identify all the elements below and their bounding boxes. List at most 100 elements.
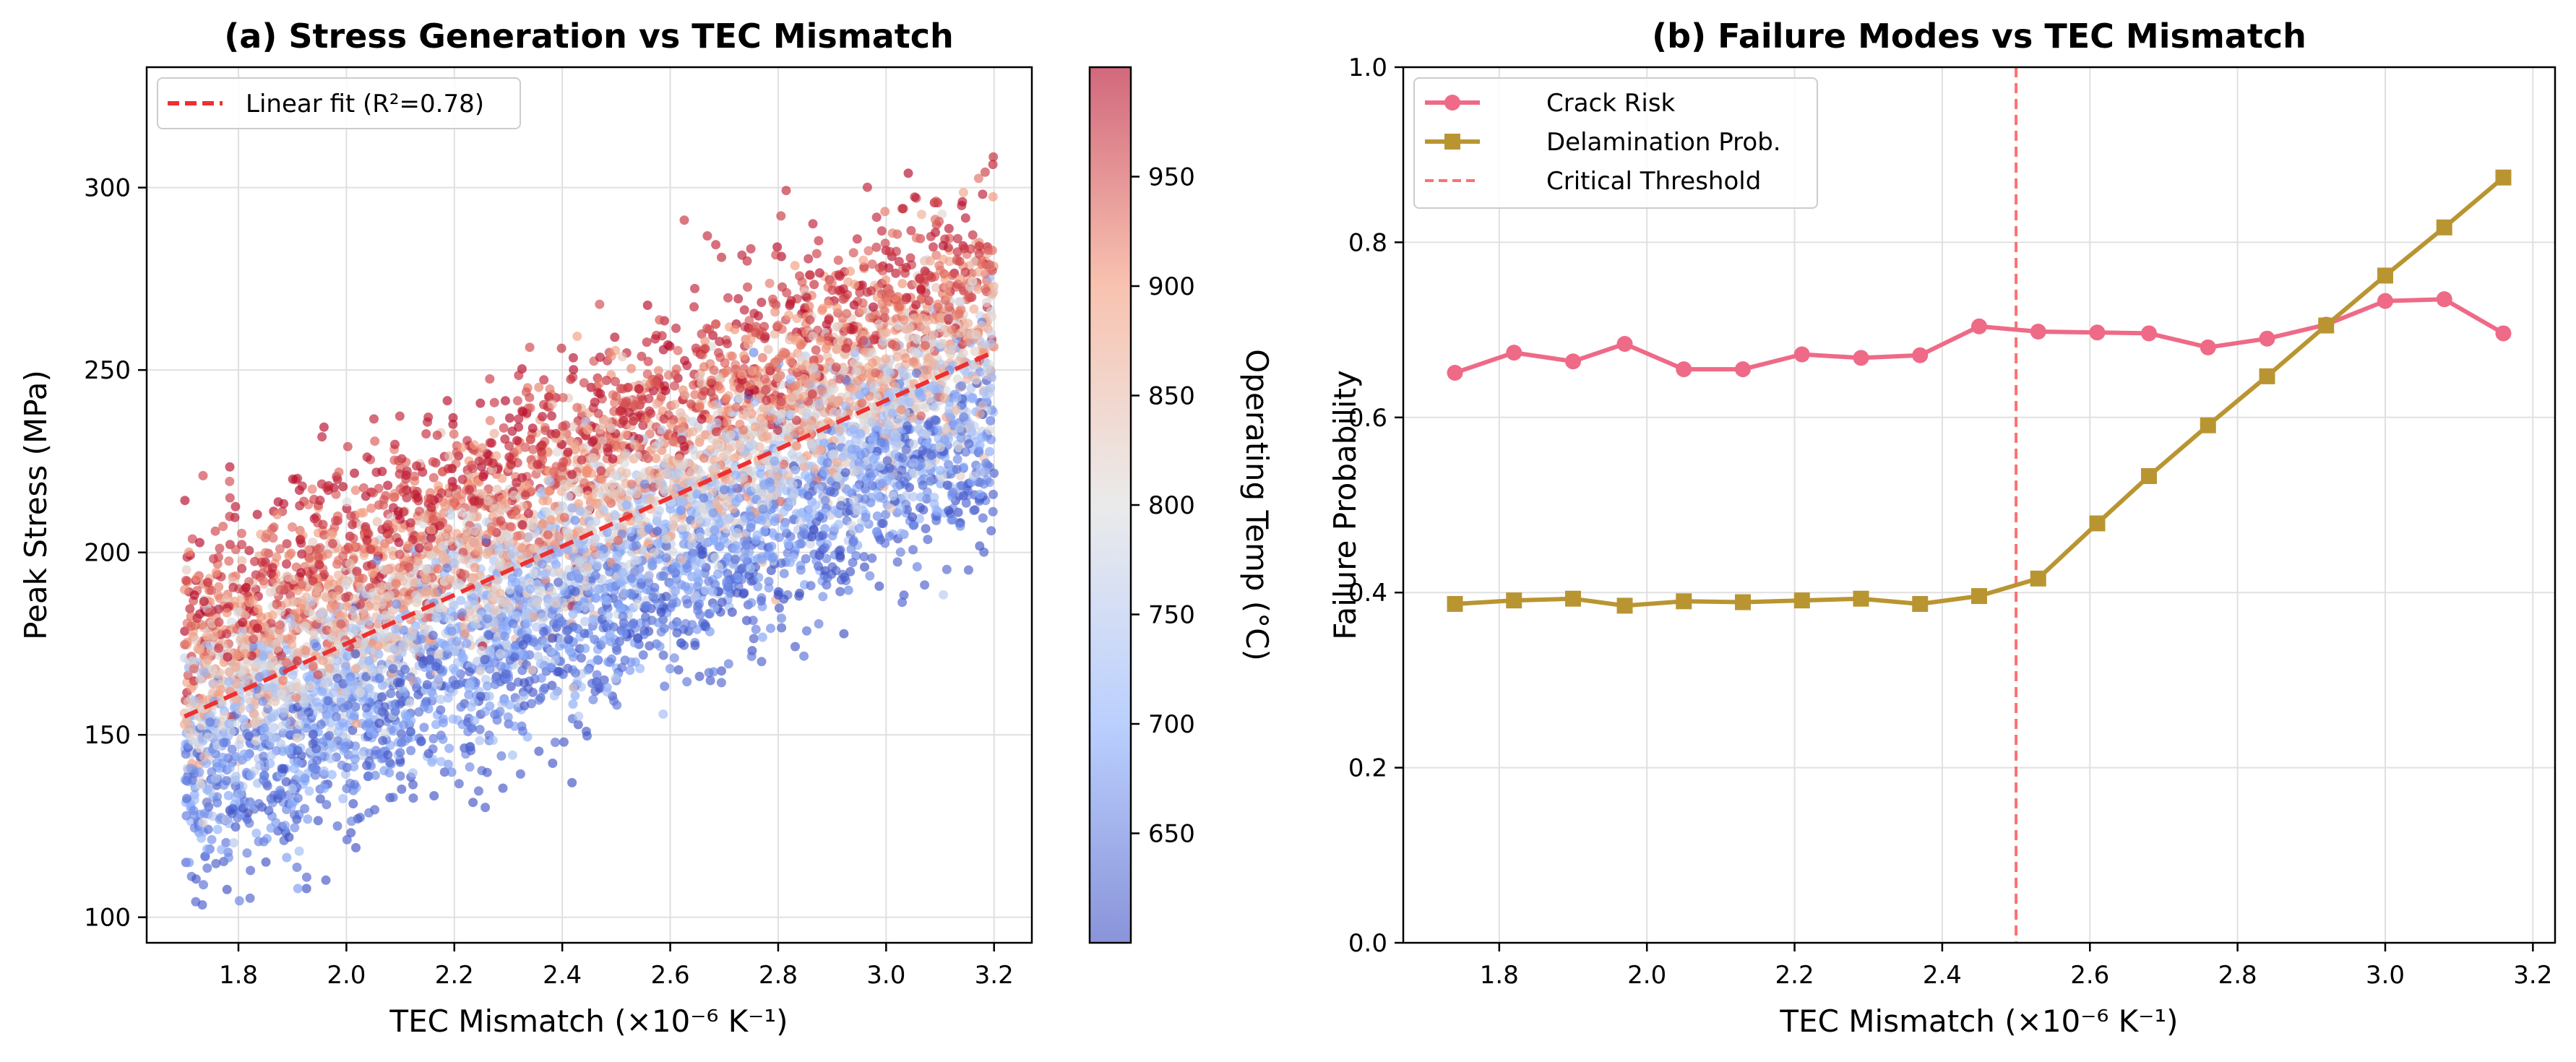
scatter-point	[906, 225, 916, 236]
scatter-point	[272, 552, 282, 562]
scatter-point	[845, 267, 856, 277]
scatter-point	[317, 686, 327, 696]
scatter-point	[475, 725, 485, 735]
scatter-point	[921, 524, 931, 534]
scatter-point	[448, 413, 458, 423]
scatter-point	[658, 709, 668, 719]
scatter-point	[968, 230, 978, 240]
scatter-point	[282, 852, 292, 863]
scatter-point	[300, 803, 310, 813]
scatter-point	[227, 744, 237, 754]
scatter-point	[782, 288, 792, 298]
scatter-point	[920, 580, 930, 590]
scatter-point	[512, 396, 522, 406]
scatter-point	[346, 816, 356, 826]
scatter-point	[727, 351, 737, 361]
scatter-point	[234, 896, 244, 906]
scatter-point	[393, 506, 403, 517]
scatter-point	[330, 516, 340, 526]
scatter-point	[839, 629, 849, 639]
scatter-point	[984, 426, 994, 435]
scatter-point	[225, 511, 235, 522]
scatter-point	[658, 650, 668, 660]
scatter-point	[215, 543, 225, 553]
scatter-point	[710, 319, 720, 329]
scatter-point	[266, 751, 276, 761]
scatter-point	[282, 559, 291, 569]
scatter-point	[903, 168, 913, 178]
scatter-point	[980, 167, 990, 177]
scatter-point	[611, 673, 620, 683]
scatter-point	[811, 345, 821, 355]
scatter-point	[303, 814, 313, 824]
scatter-point	[901, 295, 911, 305]
scatter-point	[191, 897, 201, 907]
scatter-point	[361, 491, 371, 501]
scatter-point	[711, 240, 721, 250]
scatter-point	[981, 284, 991, 294]
scatter-point	[557, 501, 567, 511]
scatter-point	[294, 846, 304, 856]
scatter-point	[209, 554, 218, 564]
scatter-point	[189, 590, 199, 600]
scatter-point	[218, 522, 228, 532]
scatter-point	[595, 299, 605, 309]
scatter-point	[829, 407, 839, 418]
scatter-point	[244, 545, 254, 556]
scatter-point	[715, 353, 725, 363]
scatter-point	[513, 445, 523, 455]
scatter-point	[358, 483, 369, 493]
scatter-point	[342, 497, 352, 507]
panel-a-stress-scatter: 1.8 2.0 2.2 2.4 2.6 2.8 3.0 3.2 100150200250300…	[18, 17, 1033, 1039]
scatter-point	[533, 459, 543, 470]
scatter-point	[237, 540, 247, 550]
scatter-point	[772, 242, 783, 252]
scatter-point	[444, 614, 455, 624]
scatter-point	[860, 494, 870, 504]
scatter-point	[922, 487, 932, 497]
scatter-point	[642, 337, 652, 347]
scatter-point	[473, 786, 483, 796]
scatter-point	[749, 634, 759, 644]
scatter-point	[963, 565, 973, 575]
scatter-point	[251, 717, 261, 728]
scatter-point	[452, 636, 462, 647]
scatter-point	[840, 572, 850, 582]
scatter-point	[222, 884, 232, 894]
scatter-point	[246, 865, 256, 876]
scatter-point	[321, 875, 331, 885]
scatter-point	[509, 721, 520, 731]
scatter-point	[313, 816, 323, 826]
scatter-point	[270, 576, 280, 586]
scatter-point	[416, 736, 426, 746]
scatter-point	[449, 429, 459, 439]
scatter-point	[791, 642, 800, 652]
scatter-point	[428, 457, 438, 467]
scatter-point	[973, 173, 983, 184]
scatter-point	[625, 665, 635, 675]
scatter-point	[280, 821, 290, 830]
scatter-point	[637, 351, 647, 361]
scatter-point	[484, 691, 494, 701]
scatter-point	[539, 375, 549, 385]
scatter-point	[832, 303, 842, 313]
scatter-point	[558, 392, 568, 402]
scatter-point	[289, 810, 299, 820]
scatter-point	[346, 511, 356, 521]
scatter-point	[443, 759, 453, 769]
scatter-point	[988, 152, 999, 162]
scatter-point	[384, 768, 395, 778]
scatter-point	[921, 322, 930, 332]
scatter-point	[670, 381, 679, 391]
scatter-point	[500, 434, 510, 444]
scatter-point	[338, 794, 348, 803]
scatter-point	[814, 236, 824, 246]
scatter-point	[406, 746, 416, 756]
scatter-point	[952, 256, 962, 265]
scatter-point	[804, 254, 814, 264]
scatter-point	[777, 613, 786, 623]
scatter-point	[332, 821, 343, 831]
scatter-point	[657, 425, 667, 435]
scatter-point	[733, 294, 744, 303]
